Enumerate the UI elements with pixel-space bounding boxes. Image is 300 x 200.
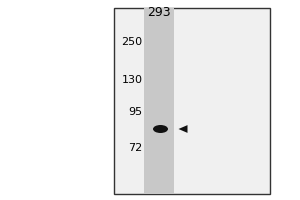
Text: 72: 72 (128, 143, 142, 153)
Text: 293: 293 (147, 6, 171, 19)
Bar (144, 8, 174, 194)
Text: 95: 95 (128, 107, 142, 117)
Bar (114, 8, 270, 194)
Text: 250: 250 (122, 37, 142, 47)
Polygon shape (178, 125, 188, 133)
Text: 130: 130 (122, 75, 142, 85)
Ellipse shape (153, 125, 168, 133)
